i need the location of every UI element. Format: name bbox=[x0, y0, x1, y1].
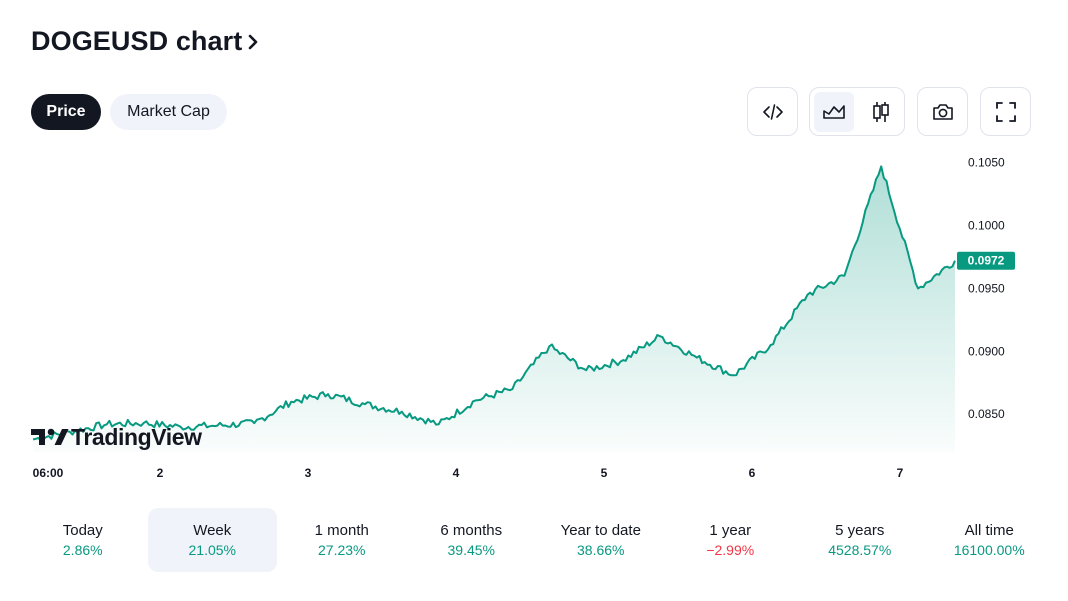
period-change-value: −2.99% bbox=[706, 542, 755, 558]
last-price-label: 0.0972 bbox=[957, 251, 1015, 270]
price-area-fill bbox=[33, 166, 955, 452]
chart-type-group bbox=[809, 87, 905, 136]
fullscreen-icon bbox=[995, 101, 1016, 122]
y-tick-label: 0.1050 bbox=[968, 156, 1005, 170]
x-tick-label: 6 bbox=[749, 466, 756, 480]
price-chart[interactable]: 0.1050 0.1000 0.0950 0.0900 0.0850 06:00 2 3 4 5… bbox=[0, 150, 1068, 490]
x-tick-label: 3 bbox=[305, 466, 312, 480]
embed-group bbox=[747, 87, 798, 136]
period-change-value: 2.86% bbox=[62, 542, 103, 558]
period-year-to-date[interactable]: Year to date 38.66% bbox=[536, 508, 666, 572]
fullscreen-group bbox=[980, 87, 1031, 136]
chart-title-link[interactable]: DOGEUSD chart bbox=[31, 26, 258, 57]
period-week[interactable]: Week 21.05% bbox=[147, 508, 277, 572]
embed-code-icon bbox=[762, 103, 783, 120]
chevron-right-icon bbox=[248, 26, 258, 57]
period-label: 5 years bbox=[835, 522, 885, 539]
period-1-year[interactable]: 1 year −2.99% bbox=[666, 508, 796, 572]
y-tick-label: 0.0900 bbox=[968, 344, 1005, 358]
x-tick-label: 2 bbox=[157, 466, 164, 480]
period-1-month[interactable]: 1 month 27.23% bbox=[277, 508, 407, 572]
last-price-value: 0.0972 bbox=[968, 254, 1005, 268]
price-line bbox=[32, 165, 956, 442]
y-tick-label: 0.0850 bbox=[968, 407, 1005, 421]
period-5-years[interactable]: 5 years 4528.57% bbox=[795, 508, 925, 572]
period-label: Week bbox=[193, 522, 232, 539]
watermark-text: TradingView bbox=[71, 424, 202, 450]
period-label: Today bbox=[62, 522, 103, 539]
x-tick-label: 5 bbox=[601, 466, 608, 480]
market-cap-tab[interactable]: Market Cap bbox=[110, 94, 227, 130]
period-label: 6 months bbox=[440, 522, 503, 539]
candlestick-chart-button[interactable] bbox=[861, 92, 901, 132]
fullscreen-button[interactable] bbox=[986, 92, 1026, 132]
tradingview-watermark: TradingView bbox=[31, 424, 203, 450]
y-tick-label: 0.0950 bbox=[968, 281, 1005, 295]
x-tick-label: 06:00 bbox=[33, 466, 64, 480]
x-tick-label: 4 bbox=[453, 466, 460, 480]
period-change-value: 4528.57% bbox=[828, 542, 892, 558]
period-all-time[interactable]: All time 16100.00% bbox=[925, 508, 1055, 572]
camera-icon bbox=[932, 103, 953, 120]
period-label: All time bbox=[964, 522, 1014, 539]
area-chart-icon bbox=[822, 104, 845, 119]
period-today[interactable]: Today 2.86% bbox=[18, 508, 148, 572]
x-tick-label: 7 bbox=[897, 466, 904, 480]
price-tab[interactable]: Price bbox=[31, 94, 101, 130]
snapshot-group bbox=[917, 87, 968, 136]
period-label: Year to date bbox=[560, 522, 641, 539]
period-change-value: 39.45% bbox=[447, 542, 495, 558]
period-label: 1 month bbox=[314, 522, 369, 539]
candlestick-icon bbox=[872, 101, 889, 122]
tradingview-logo-icon bbox=[31, 428, 69, 445]
embed-code-button[interactable] bbox=[753, 92, 793, 132]
snapshot-button[interactable] bbox=[923, 92, 963, 132]
period-6-months[interactable]: 6 months 39.45% bbox=[407, 508, 537, 572]
area-chart-button[interactable] bbox=[813, 91, 854, 132]
y-tick-label: 0.1000 bbox=[968, 219, 1005, 233]
period-change-value: 27.23% bbox=[318, 542, 366, 558]
period-change-value: 38.66% bbox=[577, 542, 625, 558]
y-axis: 0.1050 0.1000 0.0950 0.0900 0.0850 bbox=[968, 156, 1005, 422]
period-change-value: 16100.00% bbox=[953, 542, 1025, 558]
period-label: 1 year bbox=[709, 522, 752, 539]
x-axis: 06:00 2 3 4 5 6 7 bbox=[33, 466, 904, 480]
period-change-value: 21.05% bbox=[188, 542, 236, 558]
page-title: DOGEUSD chart bbox=[31, 26, 243, 56]
performance-periods: Today 2.86% Week 21.05% 1 month 27.23% 6 month… bbox=[18, 508, 1054, 572]
